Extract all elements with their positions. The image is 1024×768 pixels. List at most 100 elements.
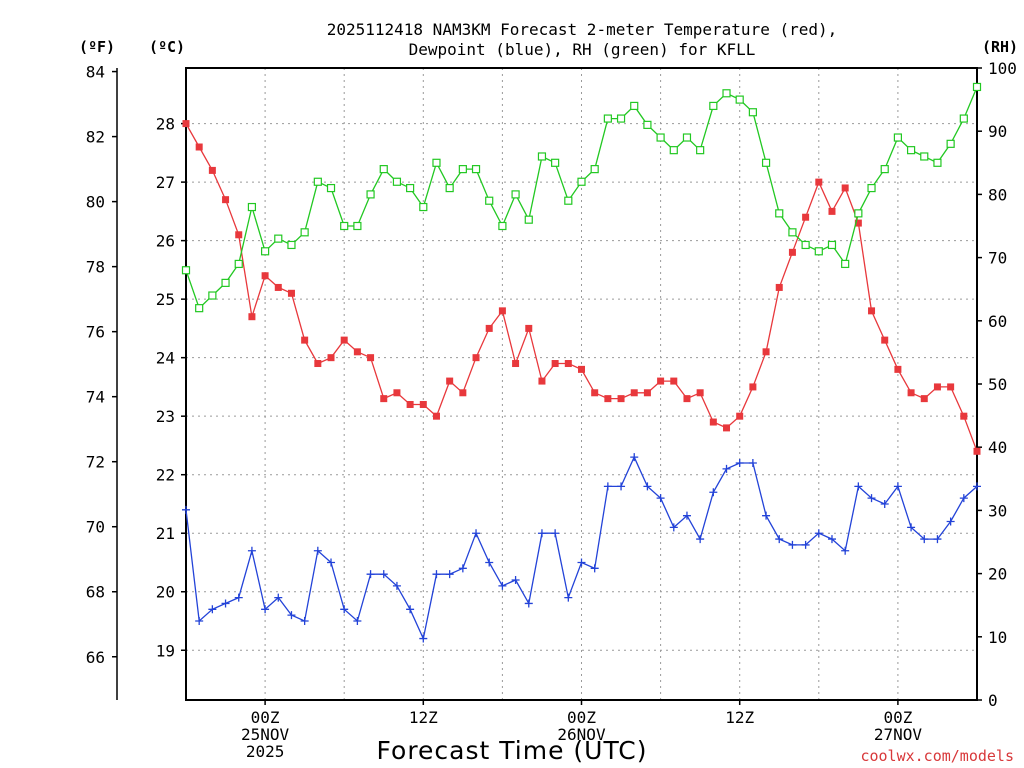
rh-point-48 <box>814 247 823 256</box>
dewpoint-point-9 <box>300 617 309 625</box>
rh-tick-label-10: 10 <box>988 628 1007 647</box>
temperature-point-45 <box>775 283 783 291</box>
rh-point-53 <box>880 165 889 174</box>
dewpoint-point-57 <box>933 535 942 544</box>
rh-point-21 <box>458 165 467 174</box>
dewpoint-point-59 <box>959 494 968 503</box>
dewpoint-point-35 <box>643 482 652 491</box>
rh-point-49 <box>827 240 837 250</box>
rh-point-19 <box>432 158 441 167</box>
grid-lines <box>186 68 977 700</box>
temperature-point-60 <box>973 447 981 455</box>
credit-text: coolwx.com/models <box>860 747 1014 765</box>
dewpoint-point-13 <box>353 617 362 625</box>
temperature-point-36 <box>657 377 665 385</box>
temperature-point-13 <box>353 348 361 356</box>
rh-point-2 <box>208 291 217 300</box>
dewpoint-point-49 <box>827 535 836 544</box>
c-tick-label-25: 25 <box>156 290 175 309</box>
rh-point-40 <box>709 101 718 111</box>
dewpoint-point-47 <box>801 540 810 549</box>
dewpoint-point-4 <box>234 593 243 602</box>
rh-point-23 <box>485 196 494 205</box>
rh-point-58 <box>946 139 955 148</box>
temperature-point-33 <box>617 395 625 403</box>
temperature-point-47 <box>802 213 810 221</box>
dewpoint-point-44 <box>762 511 771 520</box>
temperature-point-32 <box>604 395 612 403</box>
dewpoint-point-18 <box>419 634 428 643</box>
dewpoint-point-51 <box>854 482 863 491</box>
c-tick-label-23: 23 <box>156 407 175 426</box>
temperature-point-51 <box>854 219 862 227</box>
c-tick-label-27: 27 <box>156 173 175 192</box>
x-tick-label-30-1: 26NOV <box>557 725 606 744</box>
x-tick-label-6-0: 00Z <box>251 708 280 727</box>
x-tick-label-54-1: 27NOV <box>874 725 923 744</box>
rh-tick-label-40: 40 <box>988 438 1007 457</box>
fahrenheit-unit-label: (ºF) <box>79 38 115 56</box>
rh-point-18 <box>419 202 428 212</box>
f-tick-label-78: 78 <box>86 258 105 277</box>
temperature-point-59 <box>960 412 968 420</box>
temperature-point-11 <box>327 354 335 362</box>
rh-point-9 <box>300 228 309 237</box>
temperature-point-30 <box>578 365 585 373</box>
rh-point-30 <box>577 177 586 186</box>
rh-point-7 <box>274 234 283 243</box>
temperature-point-31 <box>591 389 599 397</box>
rh-tick-label-80: 80 <box>988 185 1007 204</box>
temperature-point-44 <box>762 348 770 356</box>
c-tick-label-26: 26 <box>156 232 175 251</box>
temperature-point-0 <box>182 120 190 128</box>
rh-point-59 <box>959 114 968 123</box>
dewpoint-point-41 <box>722 464 731 473</box>
rh-point-16 <box>392 177 402 186</box>
f-tick-label-66: 66 <box>86 648 105 667</box>
temperature-point-41 <box>723 424 731 432</box>
rh-point-0 <box>181 266 191 275</box>
dewpoint-point-42 <box>735 459 744 467</box>
dewpoint-point-1 <box>195 617 204 625</box>
dewpoint-point-19 <box>432 570 441 579</box>
dewpoint-point-36 <box>656 494 665 503</box>
temperature-point-28 <box>551 360 559 368</box>
temperature-point-6 <box>261 272 269 280</box>
dewpoint-point-27 <box>537 529 546 538</box>
dewpoint-point-24 <box>498 581 507 590</box>
temperature-point-40 <box>709 418 717 426</box>
rh-point-26 <box>524 215 533 224</box>
dewpoint-point-15 <box>379 570 388 579</box>
rh-axis: 0 10 20 30 40 50 60 70 80 90 100 <box>977 59 1017 710</box>
rh-tick-label-20: 20 <box>988 565 1007 584</box>
rh-point-24 <box>498 221 507 231</box>
temperature-point-20 <box>446 377 454 385</box>
temperature-point-7 <box>274 283 282 291</box>
dewpoint-point-14 <box>366 570 375 579</box>
temperature-point-26 <box>525 324 533 332</box>
chart-title-line1: 2025112418 NAM3KM Forecast 2-meter Tempe… <box>327 20 838 39</box>
rh-point-11 <box>326 183 336 193</box>
temperature-point-25 <box>512 360 520 368</box>
dewpoint-point-31 <box>590 564 599 573</box>
dewpoint-point-38 <box>682 511 691 520</box>
f-tick-label-70: 70 <box>86 518 105 537</box>
temperature-point-14 <box>367 354 375 362</box>
chart-title-line2: Dewpoint (blue), RH (green) for KFLL <box>409 40 756 59</box>
rh-point-57 <box>933 158 942 167</box>
rh-point-14 <box>366 190 375 199</box>
temperature-point-12 <box>340 336 348 344</box>
dewpoint-point-34 <box>630 453 639 462</box>
rh-point-25 <box>511 190 520 199</box>
dewpoint-point-12 <box>340 605 349 614</box>
x-tick-label-54-0: 00Z <box>883 708 912 727</box>
dewpoint-point-28 <box>551 529 560 538</box>
dewpoint-point-52 <box>867 494 876 503</box>
temperature-point-50 <box>841 184 849 192</box>
temperature-point-37 <box>670 377 678 385</box>
dewpoint-point-25 <box>511 576 520 585</box>
rh-point-46 <box>788 228 797 237</box>
temperature-point-52 <box>868 307 876 315</box>
temperature-point-9 <box>301 336 309 344</box>
rh-series <box>181 82 982 313</box>
